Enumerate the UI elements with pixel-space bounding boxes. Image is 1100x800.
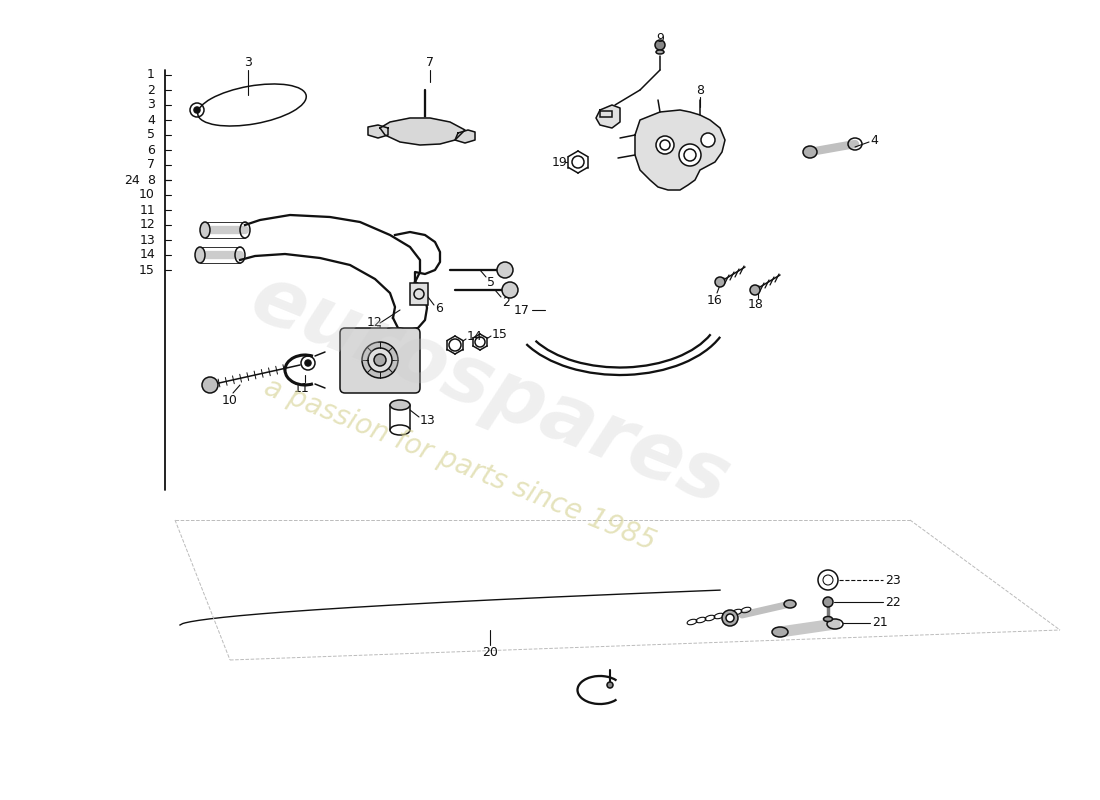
Ellipse shape [200, 222, 210, 238]
Ellipse shape [784, 600, 796, 608]
Text: 8: 8 [147, 174, 155, 186]
Text: 1: 1 [147, 69, 155, 82]
Text: 22: 22 [886, 595, 901, 609]
Ellipse shape [772, 627, 788, 637]
Text: 9: 9 [656, 31, 664, 45]
Text: 24: 24 [124, 174, 140, 186]
Text: 5: 5 [487, 277, 495, 290]
Polygon shape [596, 105, 620, 128]
Circle shape [715, 277, 725, 287]
Text: 2: 2 [147, 83, 155, 97]
Text: 11: 11 [140, 203, 155, 217]
Text: eurospares: eurospares [240, 258, 740, 522]
Circle shape [374, 354, 386, 366]
Text: 21: 21 [872, 617, 888, 630]
Ellipse shape [390, 400, 410, 410]
Circle shape [368, 348, 392, 372]
Text: 19: 19 [551, 155, 566, 169]
Ellipse shape [656, 50, 664, 54]
Text: 10: 10 [139, 189, 155, 202]
Circle shape [679, 144, 701, 166]
Circle shape [497, 262, 513, 278]
Text: 4: 4 [870, 134, 878, 146]
Text: 8: 8 [696, 83, 704, 97]
Circle shape [305, 360, 311, 366]
Text: 1: 1 [376, 323, 384, 337]
Text: 14: 14 [468, 330, 483, 343]
Text: 15: 15 [139, 263, 155, 277]
Ellipse shape [824, 617, 833, 622]
Text: 13: 13 [140, 234, 155, 246]
Circle shape [194, 107, 200, 113]
Text: 13: 13 [420, 414, 436, 426]
Text: 3: 3 [244, 55, 252, 69]
Text: 18: 18 [748, 298, 763, 311]
Text: 6: 6 [147, 143, 155, 157]
Circle shape [362, 342, 398, 378]
Ellipse shape [195, 247, 205, 263]
Circle shape [701, 133, 715, 147]
Text: 4: 4 [147, 114, 155, 126]
Circle shape [722, 610, 738, 626]
Text: 10: 10 [222, 394, 238, 406]
Text: 6: 6 [434, 302, 443, 314]
Text: 17: 17 [514, 303, 530, 317]
Circle shape [823, 597, 833, 607]
Text: a passion for parts since 1985: a passion for parts since 1985 [261, 374, 660, 557]
Text: 12: 12 [140, 218, 155, 231]
Circle shape [726, 614, 734, 622]
FancyBboxPatch shape [600, 111, 612, 117]
Ellipse shape [803, 146, 817, 158]
Text: 7: 7 [147, 158, 155, 171]
Circle shape [202, 377, 218, 393]
Polygon shape [379, 118, 465, 145]
Circle shape [750, 285, 760, 295]
FancyBboxPatch shape [340, 328, 420, 393]
Polygon shape [635, 110, 725, 190]
Text: 23: 23 [886, 574, 901, 586]
Text: 2: 2 [502, 297, 510, 310]
FancyBboxPatch shape [410, 283, 428, 305]
Text: 12: 12 [367, 317, 383, 330]
Text: 5: 5 [147, 129, 155, 142]
Circle shape [654, 40, 666, 50]
Text: 11: 11 [294, 382, 310, 394]
Circle shape [607, 682, 613, 688]
Text: 3: 3 [147, 98, 155, 111]
Polygon shape [368, 125, 388, 138]
Circle shape [502, 282, 518, 298]
Text: 20: 20 [482, 646, 498, 658]
Text: 16: 16 [707, 294, 723, 306]
Text: 14: 14 [140, 249, 155, 262]
Circle shape [656, 136, 674, 154]
Polygon shape [455, 130, 475, 143]
Text: 15: 15 [492, 327, 508, 341]
Text: 7: 7 [426, 55, 434, 69]
